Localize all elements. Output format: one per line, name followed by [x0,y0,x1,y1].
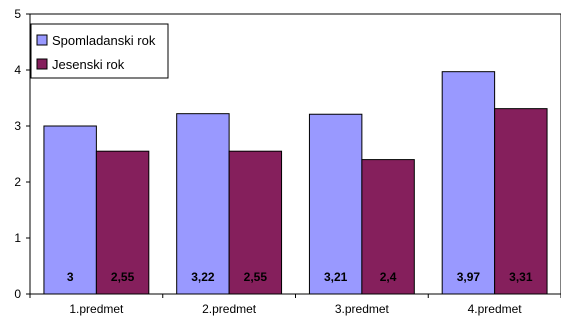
bar-spomladanski [43,125,97,295]
bar-jesenski [95,150,150,295]
data-labels: 3 3,22 3,21 3,97 2,55 2,55 2,4 3,31 [67,270,533,284]
legend-label-spomladanski: Spomladanski rok [52,33,156,48]
x-axis: 1.predmet 2.predmet 3.predmet 4.predmet [29,294,561,316]
data-label: 3 [67,270,74,284]
data-label: 3,97 [457,270,481,284]
bar-spomladanski [176,113,230,295]
data-label: 2,55 [111,270,135,284]
data-label: 3,31 [509,270,533,284]
x-tick-label: 4.predmet [468,302,523,316]
x-tick-label: 3.predmet [335,302,390,316]
legend-box [30,23,169,79]
y-tick-label: 3 [14,119,21,133]
bar-spomladanski [308,113,363,295]
legend: Spomladanski rok Jesenski rok [30,23,169,79]
y-tick-label: 4 [14,63,21,77]
legend-swatch-spomladanski [36,34,48,46]
y-axis: 0 1 2 3 4 5 [14,7,30,301]
y-tick-label: 0 [14,287,21,301]
y-tick-label: 1 [14,231,21,245]
x-tick-label: 2.predmet [202,302,257,316]
data-label: 3,21 [324,270,348,284]
plot-frame [29,13,561,295]
x-tick-label: 1.predmet [69,302,124,316]
data-label: 2,55 [244,270,268,284]
bar-jesenski [494,108,548,295]
legend-label-jesenski: Jesenski rok [52,57,125,72]
y-tick-label: 2 [14,175,21,189]
bar-spomladanski [441,71,496,295]
bars [43,71,548,295]
data-label: 3,22 [191,270,215,284]
legend-swatch-jesenski [36,58,48,70]
y-tick-label: 5 [14,7,21,21]
bar-jesenski [228,150,283,295]
data-label: 2,4 [380,270,397,284]
